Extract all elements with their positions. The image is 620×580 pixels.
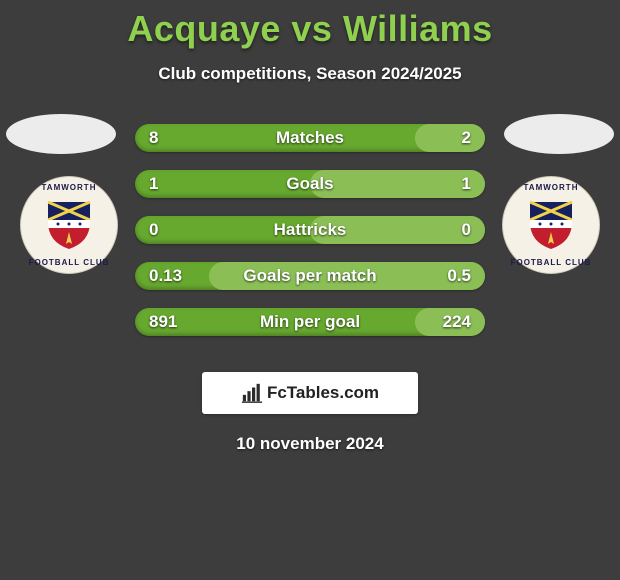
shield-icon xyxy=(528,200,574,250)
stat-right-value: 1 xyxy=(462,170,471,198)
stat-right-value: 224 xyxy=(443,308,471,336)
bars-chart-icon xyxy=(241,382,263,404)
stat-label: Goals per match xyxy=(135,262,485,290)
stat-label: Hattricks xyxy=(135,216,485,244)
brand-box[interactable]: FcTables.com xyxy=(202,372,418,414)
stat-right-value: 0.5 xyxy=(447,262,471,290)
player-photo-right xyxy=(504,114,614,154)
stat-right-value: 0 xyxy=(462,216,471,244)
body-area: TAMWORTH FOOTBALL CLUB TAMWORTH xyxy=(0,114,620,354)
club-crest-right: TAMWORTH FOOTBALL CLUB xyxy=(502,176,600,274)
stat-bar: 891Min per goal224 xyxy=(135,308,485,336)
stat-label: Min per goal xyxy=(135,308,485,336)
stat-bars: 8Matches2 1Goals1 0Hattricks0 0.13Goals per… xyxy=(135,124,485,336)
page-subtitle: Club competitions, Season 2024/2025 xyxy=(0,64,620,84)
brand-text: FcTables.com xyxy=(267,383,379,403)
stat-right-value: 2 xyxy=(462,124,471,152)
crest-left-top-text: TAMWORTH xyxy=(42,183,97,192)
shield-icon xyxy=(46,200,92,250)
stat-bar: 1Goals1 xyxy=(135,170,485,198)
stat-bar: 0.13Goals per match0.5 xyxy=(135,262,485,290)
stat-bar: 8Matches2 xyxy=(135,124,485,152)
player-photo-left xyxy=(6,114,116,154)
crest-right-bottom-text: FOOTBALL CLUB xyxy=(511,258,592,267)
crest-left-bottom-text: FOOTBALL CLUB xyxy=(29,258,110,267)
date-line: 10 november 2024 xyxy=(0,434,620,454)
stat-label: Goals xyxy=(135,170,485,198)
comparison-card: Acquaye vs Williams Club competitions, S… xyxy=(0,0,620,454)
crest-right-top-text: TAMWORTH xyxy=(524,183,579,192)
club-crest-left: TAMWORTH FOOTBALL CLUB xyxy=(20,176,118,274)
stat-bar: 0Hattricks0 xyxy=(135,216,485,244)
page-title: Acquaye vs Williams xyxy=(0,8,620,50)
stat-label: Matches xyxy=(135,124,485,152)
